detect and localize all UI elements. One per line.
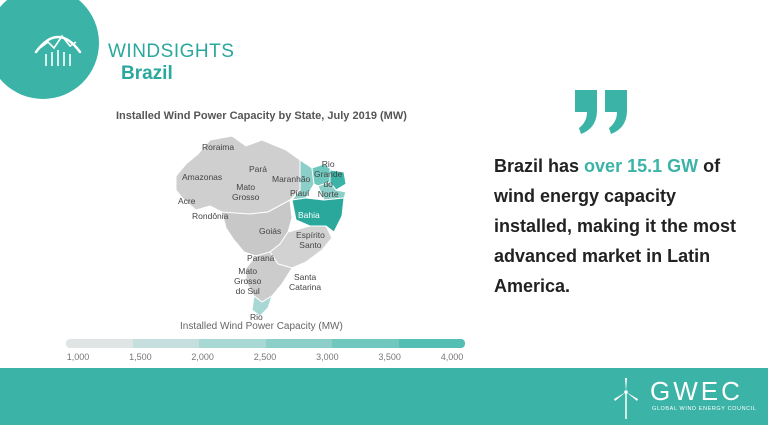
legend-segment bbox=[398, 339, 465, 348]
legend-segment bbox=[132, 339, 199, 348]
state-rio-grande-do-sul bbox=[251, 294, 273, 317]
quote-icon bbox=[575, 90, 627, 134]
gwec-subtitle: GLOBAL WIND ENERGY COUNCIL bbox=[652, 406, 757, 412]
state-rio-grande-do-norte bbox=[329, 169, 347, 191]
legend-segment bbox=[199, 339, 266, 348]
legend-segment bbox=[332, 339, 399, 348]
gwec-logo-text: GWEC bbox=[650, 376, 743, 406]
label-santa-catarina: Santa Catarina bbox=[289, 272, 322, 292]
brand-country: Brazil bbox=[121, 63, 173, 84]
label-espirito-santo: Espírito Santo bbox=[296, 230, 325, 250]
state-bahia bbox=[291, 197, 345, 233]
map-title: Installed Wind Power Capacity by State, … bbox=[116, 110, 407, 122]
legend-tick-label: 2,500 bbox=[253, 352, 277, 362]
label-parana: Paraná bbox=[247, 253, 275, 263]
legend-tick-label: 1,000 bbox=[66, 352, 90, 362]
legend-tick-label: 3,500 bbox=[378, 352, 401, 362]
label-acre: Acre bbox=[178, 196, 196, 206]
label-maranhao: Maranhão bbox=[272, 174, 311, 184]
brand-name: WINDSIGHTS bbox=[108, 41, 235, 62]
legend-tick-label: 2,000 bbox=[191, 352, 214, 362]
label-mato-grosso: Mato Grosso bbox=[232, 182, 260, 202]
label-rio: Rio bbox=[250, 312, 263, 322]
label-piaui: Piauí bbox=[290, 188, 310, 198]
wind-turbine-icon bbox=[614, 378, 638, 419]
legend-segment bbox=[66, 339, 133, 348]
label-bahia: Bahia bbox=[298, 210, 320, 220]
label-para: Pará bbox=[249, 164, 267, 174]
brand: WINDSIGHTS Brazil bbox=[108, 42, 234, 86]
quote-highlight: over 15.1 GW bbox=[584, 156, 699, 176]
label-mato-grosso-do-sul: Mato Grosso do Sul bbox=[234, 266, 262, 296]
footer-band bbox=[0, 368, 768, 425]
quote-part2: of wind energy capacity installed, makin… bbox=[494, 156, 737, 296]
label-roraima: Roraima bbox=[202, 142, 235, 152]
legend-bar bbox=[66, 339, 465, 348]
legend-segment bbox=[265, 339, 332, 348]
label-rio-grande-do-norte: Rio Grande do Norte bbox=[314, 159, 343, 199]
legend-tick-label: 4,000 bbox=[440, 352, 464, 362]
wind-chart-icon bbox=[34, 34, 82, 66]
quote-text: Brazil has over 15.1 GW of wind energy c… bbox=[494, 151, 756, 301]
windsights-logo-badge bbox=[0, 0, 99, 99]
label-amazonas: Amazonas bbox=[182, 172, 223, 182]
label-rondonia: Rondônia bbox=[192, 211, 229, 221]
legend-tick-label: 1,500 bbox=[129, 352, 152, 362]
legend-tick-label: 3,000 bbox=[316, 352, 339, 362]
legend-title: Installed Wind Power Capacity (MW) bbox=[180, 321, 343, 332]
label-goias: Goiás bbox=[259, 226, 282, 236]
quote-part1: Brazil has bbox=[494, 156, 585, 176]
